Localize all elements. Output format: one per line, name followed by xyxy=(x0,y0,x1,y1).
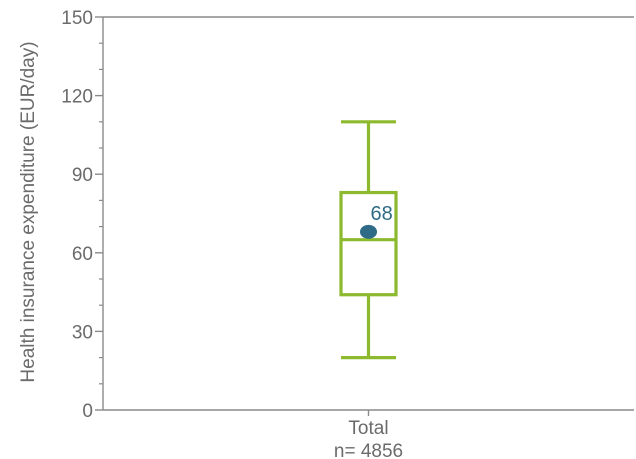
interquartile-box xyxy=(339,190,398,297)
y-tick-label: 0 xyxy=(82,401,93,422)
x-category-label: Total xyxy=(348,418,388,439)
y-axis-title: Health insurance expenditure (EUR/day) xyxy=(18,41,39,382)
x-axis-labels: Total n= 4856 xyxy=(334,418,403,459)
y-tick-label: 150 xyxy=(61,8,93,29)
y-tick-label: 120 xyxy=(61,87,93,108)
y-tick-label: 60 xyxy=(72,244,93,265)
y-tick-label: 30 xyxy=(72,322,93,343)
box-series: 68 xyxy=(339,120,398,360)
mean-value-label: 68 xyxy=(371,203,393,225)
y-tick-label: 90 xyxy=(72,165,93,186)
y-axis: 0 30 60 90 120 150 xyxy=(61,8,634,422)
box-total: 68 xyxy=(339,120,398,360)
mean-marker xyxy=(360,224,377,239)
sample-size-label: n= 4856 xyxy=(334,441,403,459)
x-axis xyxy=(103,409,634,416)
